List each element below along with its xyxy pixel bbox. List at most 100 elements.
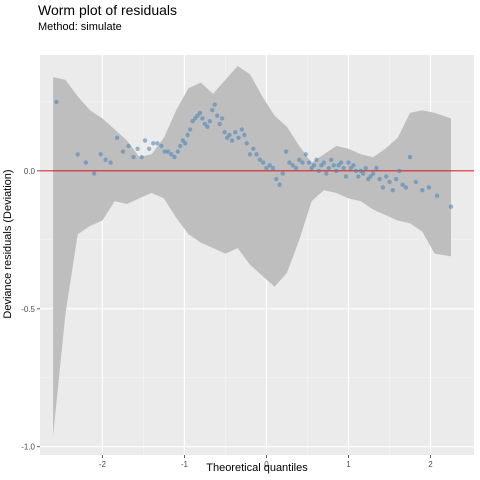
residual-point xyxy=(356,174,361,179)
residual-point xyxy=(390,188,395,193)
residual-point xyxy=(175,149,180,154)
residual-point xyxy=(242,132,247,138)
residual-point xyxy=(162,149,167,154)
chart-title: Worm plot of residuals xyxy=(38,2,178,18)
residual-point xyxy=(374,165,379,171)
residual-point xyxy=(420,188,425,193)
residual-point xyxy=(363,165,368,171)
residual-point xyxy=(98,152,103,157)
residual-point xyxy=(331,163,336,168)
residual-point xyxy=(326,165,331,171)
residual-point xyxy=(261,160,266,165)
chart-subtitle: Method: simulate xyxy=(38,21,122,33)
residual-point xyxy=(270,165,276,171)
residual-point xyxy=(290,163,295,168)
residual-point xyxy=(135,146,140,151)
residual-point xyxy=(244,141,249,146)
residual-point xyxy=(434,193,440,198)
x-tick-label: -2 xyxy=(99,460,107,469)
residual-point xyxy=(448,204,454,209)
residual-point xyxy=(314,157,319,162)
residual-point xyxy=(338,160,344,165)
residual-point xyxy=(264,165,269,171)
residual-point xyxy=(205,124,210,129)
residual-point xyxy=(274,176,279,182)
residual-point xyxy=(219,116,225,121)
y-axis-label: Deviance residuals (Deviation) xyxy=(2,169,14,319)
band-area xyxy=(53,66,451,436)
residual-point xyxy=(346,160,351,165)
residual-point xyxy=(397,168,402,174)
residual-point xyxy=(368,174,373,179)
confidence-band xyxy=(53,66,451,436)
residual-point xyxy=(426,185,432,190)
residual-point xyxy=(403,185,409,190)
residual-point xyxy=(114,135,120,140)
residual-point xyxy=(384,174,389,179)
residual-point xyxy=(54,99,59,105)
residual-point xyxy=(329,157,334,162)
residual-point xyxy=(210,108,215,113)
residual-point xyxy=(287,160,292,165)
residual-point xyxy=(91,171,97,176)
residual-point xyxy=(183,141,188,146)
x-tick-label: 2 xyxy=(428,460,433,469)
residual-point xyxy=(229,138,235,143)
residual-point xyxy=(120,149,126,154)
y-tick-label: -0.5 xyxy=(21,305,35,314)
residual-point xyxy=(257,157,263,162)
residual-point xyxy=(131,154,136,160)
residual-point xyxy=(341,165,346,171)
residual-point xyxy=(142,138,148,143)
residual-point xyxy=(236,135,241,140)
residual-point xyxy=(407,154,413,160)
axes: -2 -1 0 1 2 0.0 -0.5 -1.0 xyxy=(21,167,433,469)
residual-point xyxy=(239,127,244,132)
residual-point xyxy=(108,160,113,165)
residual-point xyxy=(324,171,329,176)
residual-point xyxy=(297,157,302,162)
x-tick-label: 0 xyxy=(264,460,269,469)
residual-point xyxy=(233,130,238,135)
residual-point xyxy=(217,121,222,127)
residual-point xyxy=(139,154,144,160)
residual-point xyxy=(370,171,376,176)
residual-point xyxy=(200,116,205,121)
residual-point xyxy=(300,160,305,165)
residual-point xyxy=(227,132,232,138)
residual-point xyxy=(293,165,299,171)
residual-point xyxy=(321,160,327,165)
residual-point xyxy=(393,176,399,182)
y-tick-label: 0.0 xyxy=(24,167,36,176)
residual-point xyxy=(190,119,195,124)
x-axis-label: Theoretical quantiles xyxy=(206,462,308,474)
residual-point xyxy=(215,113,220,118)
residual-point xyxy=(303,152,308,157)
residual-point xyxy=(247,152,253,157)
residual-point xyxy=(165,149,171,154)
residual-point xyxy=(377,176,382,182)
y-tick-label: -1.0 xyxy=(21,443,35,452)
residual-point xyxy=(400,182,405,187)
residual-point xyxy=(343,174,349,179)
x-tick-label: 1 xyxy=(346,460,351,469)
residual-point xyxy=(197,110,203,116)
residual-point xyxy=(267,163,272,168)
residual-point xyxy=(334,168,339,174)
residual-point xyxy=(83,160,89,165)
residual-point xyxy=(351,163,356,168)
residual-point xyxy=(187,127,193,132)
residual-point xyxy=(254,152,259,157)
residual-point xyxy=(126,143,131,149)
residual-point xyxy=(169,152,174,157)
residual-point xyxy=(306,160,312,165)
residual-point xyxy=(178,143,183,149)
residual-point xyxy=(316,168,322,174)
residual-point xyxy=(348,165,354,171)
residual-point xyxy=(155,141,160,146)
residual-point xyxy=(311,163,317,168)
residual-point xyxy=(387,179,392,185)
residual-point xyxy=(75,152,80,157)
residual-point xyxy=(103,157,108,162)
